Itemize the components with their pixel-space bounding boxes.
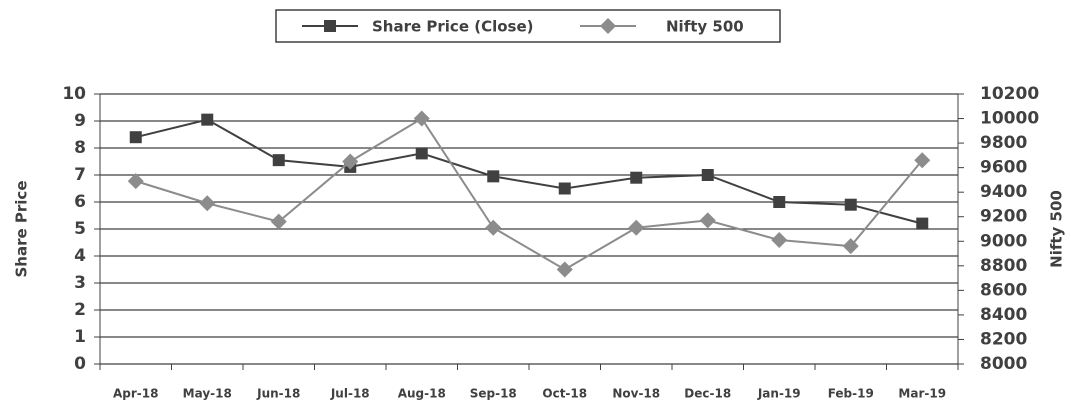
legend-marker	[600, 18, 616, 34]
y2-tick-label: 10000	[980, 109, 1039, 129]
x-tick-label: Sep-18	[470, 387, 517, 401]
legend-marker	[324, 20, 336, 32]
data-point	[916, 217, 929, 230]
y2-tick-label: 9600	[980, 158, 1027, 178]
y2-tick-label: 8200	[980, 329, 1027, 349]
data-point	[201, 113, 214, 126]
x-tick-label: Mar-19	[898, 387, 946, 401]
data-point	[773, 196, 786, 208]
y-tick-label: 3	[74, 273, 86, 293]
x-tick-label: Jan-19	[757, 387, 801, 401]
data-point	[342, 153, 359, 170]
y2-tick-label: 8800	[980, 256, 1027, 276]
x-tick-label: Jul-18	[330, 387, 370, 401]
data-point	[129, 131, 142, 144]
data-point	[127, 173, 144, 190]
y2-axis-title: Nifty 500	[1048, 190, 1066, 268]
data-point	[272, 154, 285, 167]
y-tick-label: 0	[74, 354, 86, 374]
y2-tick-label: 8400	[980, 305, 1027, 325]
y-tick-label: 4	[74, 246, 86, 266]
data-point	[844, 198, 857, 211]
data-point	[415, 147, 428, 160]
y-tick-label: 1	[74, 327, 86, 347]
data-point	[914, 152, 931, 169]
x-tick-label: Feb-19	[828, 387, 874, 401]
data-point	[199, 195, 216, 212]
y-axis-title: Share Price	[13, 181, 31, 278]
legend-box	[275, 9, 781, 43]
y-tick-label: 8	[74, 138, 86, 158]
y2-tick-label: 9400	[980, 182, 1027, 202]
y-tick-label: 2	[74, 300, 86, 320]
x-tick-label: Oct-18	[542, 387, 587, 401]
x-tick-label: Aug-18	[398, 387, 446, 401]
data-point	[270, 213, 287, 230]
data-point	[487, 170, 500, 183]
y-tick-label: 10	[62, 84, 86, 104]
y-tick-label: 7	[74, 165, 86, 185]
data-point	[628, 219, 645, 236]
data-point	[485, 219, 502, 236]
y-tick-label: 9	[74, 111, 86, 131]
data-point	[842, 238, 859, 255]
y-tick-label: 6	[74, 192, 86, 212]
series-line	[135, 118, 923, 225]
data-point	[701, 169, 714, 181]
data-point	[771, 232, 788, 249]
x-tick-label: Dec-18	[684, 387, 731, 401]
data-point	[556, 261, 573, 278]
data-point	[699, 212, 716, 229]
y2-tick-label: 8000	[980, 354, 1027, 374]
y-tick-label: 5	[74, 219, 86, 239]
series-line	[135, 117, 924, 271]
x-tick-label: May-18	[183, 387, 232, 401]
data-point	[413, 110, 430, 127]
y2-tick-label: 10200	[980, 84, 1039, 104]
x-tick-label: Nov-18	[612, 387, 660, 401]
legend-label: Share Price (Close)	[372, 18, 533, 36]
data-point	[630, 171, 643, 184]
y2-tick-label: 8600	[980, 280, 1027, 300]
y2-tick-label: 9200	[980, 207, 1027, 227]
x-tick-label: Apr-18	[113, 387, 158, 401]
x-tick-label: Jun-18	[256, 387, 300, 401]
legend-label: Nifty 500	[666, 18, 744, 36]
data-point	[558, 182, 571, 195]
y2-tick-label: 9000	[980, 231, 1027, 251]
y2-tick-label: 9800	[980, 133, 1027, 153]
